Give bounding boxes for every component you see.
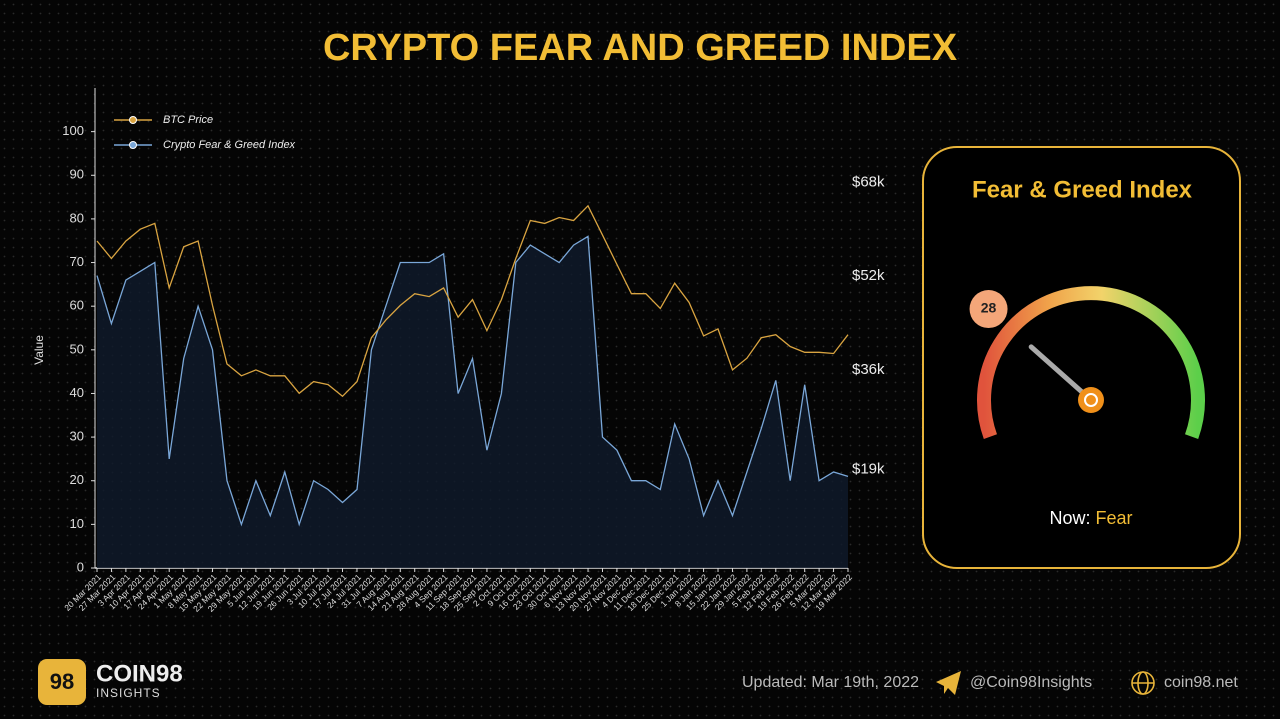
y-tick-label: 40 — [70, 385, 84, 400]
y2-tick-label: $19k — [852, 461, 885, 478]
area — [97, 236, 848, 568]
series-line — [96, 204, 849, 398]
y-tick-label: 0 — [77, 559, 84, 574]
y-tick-label: 30 — [70, 429, 84, 444]
gauge-now: Now: Fear — [1049, 508, 1132, 528]
gauge-hub — [1078, 387, 1104, 413]
sub-brand: INSIGHTS — [96, 686, 161, 700]
globe-icon — [1131, 671, 1155, 695]
y-tick-label: 70 — [70, 254, 84, 269]
legend-dot — [129, 141, 137, 149]
website: coin98.net — [1164, 674, 1238, 691]
series-line — [96, 235, 849, 527]
brand: COIN98 — [96, 660, 183, 687]
legend-label: Crypto Fear & Greed Index — [163, 139, 296, 151]
status: Fear — [1096, 508, 1133, 528]
telegram-icon — [936, 671, 961, 695]
y2-tick-label: $36k — [852, 361, 885, 378]
chart: Value 0 10 20 30 40 50 60 70 80 90 100 $68k $52k $36k $… — [32, 88, 885, 614]
logo-mark: 98 — [50, 669, 74, 694]
y-axis-label: Value — [32, 335, 46, 365]
now-label: Now: — [1049, 508, 1090, 528]
gauge-value: 28 — [981, 300, 997, 316]
gauge-badge — [969, 290, 1008, 329]
gauge-arc — [977, 286, 1205, 439]
legend-label: BTC Price — [163, 114, 213, 126]
y-tick-label: 60 — [70, 298, 84, 313]
footer: 98 COIN98 INSIGHTS Updated: Mar 19th, 20… — [38, 659, 1238, 705]
logo-box — [38, 659, 86, 705]
y-tick-label: 100 — [62, 123, 84, 138]
y-tick-label: 80 — [70, 210, 84, 225]
gauge-needle — [1028, 344, 1094, 403]
gauge-title: Fear & Greed Index — [972, 176, 1193, 203]
gauge-hub-ring — [1084, 393, 1098, 407]
y-tick-label: 90 — [70, 167, 84, 182]
updated: Updated: Mar 19th, 2022 — [742, 674, 919, 691]
y-tick-label: 20 — [70, 472, 84, 487]
legend-dot — [129, 116, 137, 124]
y2-tick-label: $68k — [852, 173, 885, 190]
y-tick-label: 50 — [70, 341, 84, 356]
gauge-frame — [922, 146, 1241, 569]
y-tick-label: 10 — [70, 516, 84, 531]
y2-tick-label: $52k — [852, 267, 885, 284]
gauge-panel: Fear & Greed Index 28 Now: Fear — [922, 146, 1241, 569]
telegram: @Coin98Insights — [970, 674, 1092, 691]
title: CRYPTO FEAR AND GREED INDEX — [323, 27, 958, 69]
